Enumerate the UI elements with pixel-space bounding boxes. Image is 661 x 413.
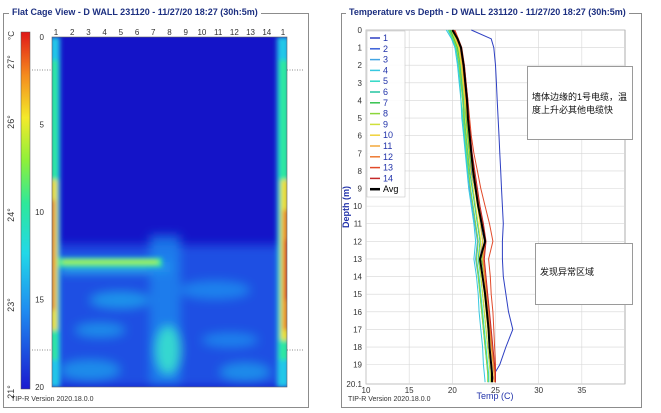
heatmap-x-tick-label: 10	[197, 28, 206, 37]
heatmap-x-tick-label: 13	[246, 28, 255, 37]
heatmap-x-tick-label: 2	[70, 28, 75, 37]
heatmap-y-tick-label: 0	[40, 33, 45, 42]
colorbar-tick-label: 26°	[6, 115, 16, 129]
colorbar-tick-label: 23°	[6, 298, 16, 312]
heatmap-x-tick-label: 4	[102, 28, 107, 37]
colorbar-tick-label: 27°	[6, 55, 16, 69]
heatmap-x-tick-label: 11	[214, 28, 223, 37]
heatmap-x-tick-label: 8	[167, 28, 172, 37]
heatmap-x-tick-label: 14	[262, 28, 271, 37]
flat-cage-title: Flat Cage View - D WALL 231120 - 11/27/2…	[9, 7, 261, 18]
heatmap-x-tick-label: 9	[183, 28, 188, 37]
heatmap-x-tick-label: 5	[119, 28, 124, 37]
colorbar-tick-label: 21°	[6, 385, 16, 399]
heatmap-y-tick-label: 5	[40, 121, 45, 130]
heatmap-x-tick-label: 6	[135, 28, 140, 37]
colorbar-tick-label: 24°	[6, 208, 16, 222]
heatmap-y-tick-label: 15	[35, 296, 44, 305]
heatmap-x-tick-label: 3	[86, 28, 91, 37]
heatmap-y-tick-label: 10	[35, 208, 44, 217]
heatmap-x-tick-label: 12	[230, 28, 239, 37]
heatmap-x-tick-label: 1	[281, 28, 286, 37]
temp-depth-footer: TIP-R Version 2020.18.0.0	[348, 396, 431, 403]
temp-depth-title: Temperature vs Depth - D WALL 231120 - 1…	[346, 7, 629, 18]
colorbar	[20, 31, 31, 390]
colorbar-unit: °C	[7, 31, 16, 40]
heatmap-y-tick-label: 20	[35, 383, 44, 392]
heatmap-x-tick-label: 1	[54, 28, 59, 37]
annotation-anomaly: 发现异常区域	[535, 243, 633, 305]
flat-cage-footer: TIP-R Version 2020.18.0.0	[11, 396, 94, 403]
heatmap-x-tick-label: 7	[151, 28, 156, 37]
annotation-cable-1: 墙体边缘的1号电缆，温度上升必其他电缆快	[527, 66, 633, 140]
